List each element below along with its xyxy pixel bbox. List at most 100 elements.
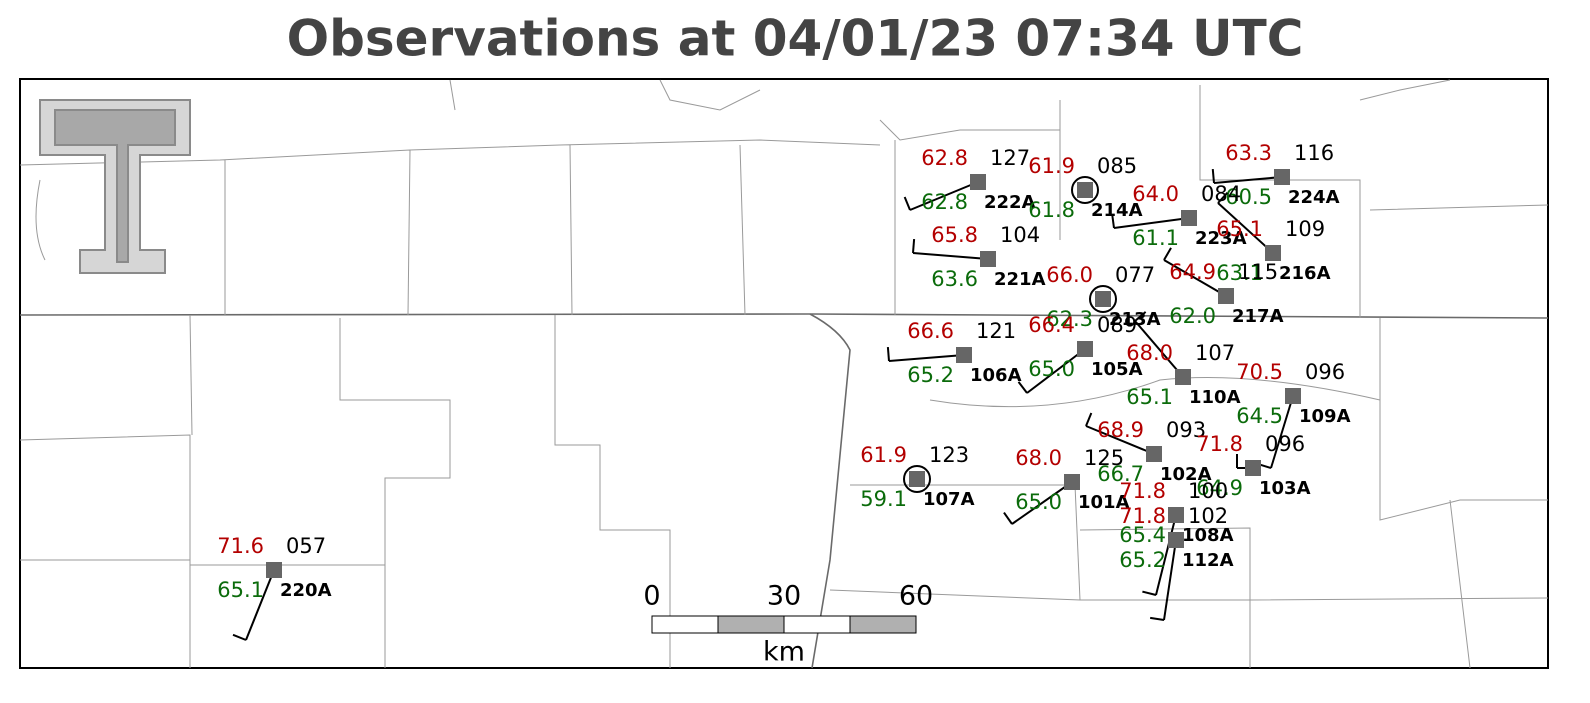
pressure: 089	[1097, 313, 1137, 337]
station-marker	[1064, 474, 1080, 490]
station-id: 102A	[1160, 464, 1212, 485]
dewpoint: 63.6	[931, 267, 978, 291]
temperature: 66.0	[1046, 263, 1093, 287]
dewpoint: 63.1	[1216, 261, 1263, 285]
wind-barb	[1026, 348, 1086, 394]
temperature: 68.0	[1126, 341, 1173, 365]
wind-barb	[1111, 213, 1115, 229]
station-id: 112A	[1182, 550, 1234, 571]
wind-barb	[1142, 590, 1157, 596]
pressure: 115	[1238, 260, 1278, 284]
pressure: 096	[1265, 432, 1305, 456]
wind-barb	[888, 354, 965, 362]
station-id: 108A	[1182, 525, 1234, 546]
temperature: 71.8	[1196, 432, 1243, 456]
station-marker	[1274, 169, 1290, 185]
pressure: 077	[1115, 263, 1155, 287]
temperature: 65.8	[931, 223, 978, 247]
station-id: 224A	[1288, 187, 1340, 208]
title: Observations at 04/01/23 07:34 UTC	[287, 10, 1304, 68]
dewpoint: 65.0	[1015, 490, 1062, 514]
station-id: 213A	[1109, 309, 1161, 330]
pressure: 116	[1294, 141, 1334, 165]
temperature: 61.9	[1028, 154, 1075, 178]
temperature: 68.0	[1015, 446, 1062, 470]
scale-label: 60	[899, 581, 933, 612]
wind-barb	[903, 196, 911, 211]
wind-barb	[232, 633, 247, 641]
wind-barb	[886, 346, 890, 362]
wind-barb	[1163, 259, 1227, 297]
dewpoint: 65.1	[217, 578, 264, 602]
wind-barb	[1155, 514, 1177, 596]
calm-circle	[1089, 285, 1117, 313]
stations: 62.8 127 62.8 222A 61.9 085 61.8 214A 63.3 116 60.…	[217, 141, 1351, 641]
temperature: 64.9	[1169, 260, 1216, 284]
station-marker	[1168, 507, 1184, 523]
station-marker	[1218, 288, 1234, 304]
pressure: 109	[1285, 217, 1325, 241]
pressure: 093	[1166, 418, 1206, 442]
dewpoint: 65.0	[1028, 357, 1075, 381]
station-marker	[1095, 291, 1111, 307]
temperature: 71.8	[1119, 504, 1166, 528]
logo	[39, 99, 191, 274]
dewpoint: 64.5	[1236, 404, 1283, 428]
wind-barb	[1011, 481, 1073, 525]
wind-barb	[912, 252, 989, 260]
temperature: 66.6	[907, 319, 954, 343]
calm-circle	[903, 465, 931, 493]
station-id: 221A	[994, 269, 1046, 290]
wind-barb	[1134, 311, 1147, 322]
station-marker	[980, 251, 996, 267]
station-id: 217A	[1232, 306, 1284, 327]
temperature: 64.0	[1132, 182, 1179, 206]
scale-unit: km	[763, 637, 805, 668]
pressure: 107	[1195, 341, 1235, 365]
station-marker	[266, 562, 282, 578]
dewpoint: 60.5	[1225, 185, 1272, 209]
station-marker	[1077, 341, 1093, 357]
temperature: 71.6	[217, 534, 264, 558]
dewpoint: 61.1	[1132, 226, 1179, 250]
wind-barb	[1163, 247, 1172, 261]
wind-barb	[1217, 191, 1229, 204]
temperature: 68.9	[1097, 418, 1144, 442]
station-marker	[1146, 446, 1162, 462]
temperature: 70.5	[1236, 360, 1283, 384]
station-marker	[1077, 182, 1093, 198]
dewpoint: 62.3	[1046, 307, 1093, 331]
dewpoint: 65.2	[907, 363, 954, 387]
wind-barb	[245, 569, 275, 641]
pressure: 057	[286, 534, 326, 558]
temperature: 61.9	[860, 443, 907, 467]
dewpoint: 62.0	[1169, 304, 1216, 328]
temperature: 65.1	[1216, 217, 1263, 241]
dewpoint: 65.2	[1119, 548, 1166, 572]
dewpoint: 59.1	[860, 487, 907, 511]
wind-barb	[1163, 539, 1177, 621]
station-id: 101A	[1078, 492, 1130, 513]
station-marker	[970, 174, 986, 190]
scale-label: 30	[767, 581, 801, 612]
temperature: 66.4	[1028, 313, 1075, 337]
station-id: 103A	[1259, 478, 1311, 499]
station-id: 222A	[984, 192, 1036, 213]
wind-barb	[1217, 202, 1274, 254]
station-id: 214A	[1091, 200, 1143, 221]
wind-barb	[1085, 412, 1093, 427]
temperature: 63.3	[1225, 141, 1272, 165]
pressure: 102	[1188, 504, 1228, 528]
station-marker	[1175, 369, 1191, 385]
pressure: 125	[1084, 446, 1124, 470]
station-id: 107A	[923, 489, 975, 510]
station-marker	[1285, 388, 1301, 404]
station-marker	[956, 347, 972, 363]
wind-barb	[1085, 425, 1155, 455]
wind-barb	[1134, 320, 1184, 378]
wind-barb	[1270, 395, 1294, 469]
wind-barb	[1150, 616, 1165, 621]
pressure: 096	[1305, 360, 1345, 384]
pressure: 123	[929, 443, 969, 467]
